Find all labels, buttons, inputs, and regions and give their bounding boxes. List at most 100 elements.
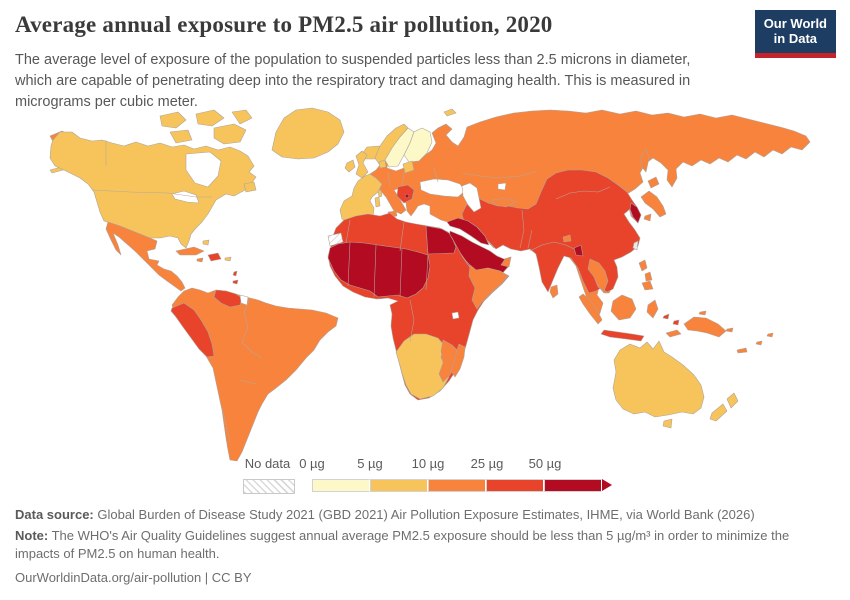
aral-sea — [497, 182, 507, 191]
region-western-sahara-no-data[interactable] — [327, 232, 344, 247]
region-arctic-islands[interactable] — [231, 109, 253, 125]
region-philippines[interactable] — [638, 259, 648, 272]
region-arctic-islands[interactable] — [169, 129, 193, 144]
region-madagascar[interactable] — [450, 343, 466, 378]
owid-logo[interactable]: Our World in Data — [754, 10, 836, 58]
region-baltics[interactable] — [402, 160, 415, 174]
region-svalbard[interactable] — [443, 108, 457, 117]
region-southern-africa[interactable] — [395, 333, 450, 400]
region-corsica[interactable] — [377, 189, 383, 198]
region-newfoundland[interactable] — [243, 181, 257, 193]
region-mozambique[interactable] — [438, 339, 460, 383]
legend-no-data-swatch[interactable] — [243, 479, 295, 494]
legend-band-50-plus[interactable] — [544, 479, 602, 492]
region-bismarck[interactable] — [698, 310, 707, 316]
legend-band-5-10[interactable] — [370, 479, 428, 492]
region-finland[interactable] — [403, 127, 433, 163]
region-moluccas[interactable] — [672, 319, 680, 326]
region-peru[interactable] — [170, 302, 215, 358]
source-link-line[interactable]: OurWorldinData.org/air-pollution | CC BY — [15, 569, 252, 585]
region-balkans[interactable] — [396, 184, 415, 204]
region-nepal-bhutan[interactable] — [562, 234, 572, 243]
data-source-line: Data source: Global Burden of Disease St… — [15, 506, 835, 524]
region-bahamas[interactable] — [202, 239, 210, 246]
note-line: Note: The WHO's Air Quality Guidelines s… — [15, 527, 835, 563]
region-japan[interactable] — [640, 190, 667, 218]
region-arctic-islands[interactable] — [213, 123, 247, 145]
page-title: Average annual exposure to PM2.5 air pol… — [15, 12, 553, 37]
legend-no-data-label: No data — [244, 456, 291, 471]
region-north-macedonia[interactable] — [404, 193, 410, 199]
region-taiwan[interactable] — [632, 240, 639, 251]
legend-arrow-tip — [602, 479, 612, 491]
region-java[interactable] — [600, 329, 645, 342]
region-timor[interactable] — [665, 329, 682, 338]
region-hispaniola[interactable] — [207, 252, 222, 262]
region-japan[interactable] — [643, 213, 652, 222]
caspian-sea — [461, 182, 482, 213]
region-philippines[interactable] — [641, 280, 654, 291]
region-arctic-islands[interactable] — [195, 109, 225, 127]
region-thailand-laos-cambodia[interactable] — [587, 258, 609, 292]
region-north-america[interactable] — [49, 131, 257, 249]
region-new-guinea[interactable] — [683, 316, 727, 338]
note-text: The WHO's Air Quality Guidelines suggest… — [15, 527, 790, 561]
region-bangladesh[interactable] — [573, 244, 584, 257]
region-arctic-islands[interactable] — [159, 111, 187, 129]
note-label: Note: — [15, 527, 49, 543]
region-fiji[interactable] — [766, 332, 774, 338]
legend-tick-4: 50 µg — [528, 456, 562, 471]
region-lesser-antilles[interactable] — [232, 270, 238, 277]
legend-band-0-5[interactable] — [312, 479, 370, 492]
region-jamaica[interactable] — [196, 257, 204, 263]
region-cuba[interactable] — [175, 246, 205, 256]
legend-band-10-25[interactable] — [428, 479, 486, 492]
region-denmark[interactable] — [378, 159, 387, 169]
chart-subtitle: The average level of exposure of the pop… — [15, 52, 691, 111]
region-new-zealand[interactable] — [726, 392, 739, 409]
region-new-zealand[interactable] — [709, 403, 728, 422]
country-border-lines — [91, 140, 611, 443]
legend-tick-0: 0 µg — [299, 456, 325, 471]
region-solomon-islands[interactable] — [725, 327, 734, 333]
region-trinidad[interactable] — [232, 279, 239, 285]
lake-victoria — [451, 311, 460, 320]
region-oman[interactable] — [500, 256, 512, 268]
region-australia[interactable] — [612, 340, 705, 418]
region-borneo[interactable] — [610, 294, 637, 321]
region-mexico-central-america[interactable] — [105, 221, 186, 292]
legend-band-25-50[interactable] — [486, 479, 544, 492]
region-philippines[interactable] — [644, 271, 653, 282]
region-iraq-syria[interactable] — [446, 217, 490, 246]
black-sea — [419, 178, 466, 198]
region-united-kingdom[interactable] — [355, 150, 369, 179]
region-sulawesi[interactable] — [646, 299, 659, 319]
region-sardinia[interactable] — [374, 196, 381, 208]
region-egypt[interactable] — [425, 225, 457, 255]
region-venezuela[interactable] — [213, 289, 243, 308]
region-somalia-horn[interactable] — [468, 264, 509, 310]
region-moluccas[interactable] — [662, 313, 670, 320]
legend-tick-1: 5 µg — [357, 456, 383, 471]
region-sakhalin[interactable] — [640, 148, 650, 173]
region-south-america[interactable] — [171, 287, 339, 462]
region-vanuatu[interactable] — [755, 340, 763, 346]
world-choropleth-map[interactable] — [0, 0, 850, 505]
region-greenland[interactable] — [271, 107, 345, 160]
region-new-caledonia[interactable] — [736, 347, 748, 354]
legend-color-bar[interactable] — [312, 479, 612, 492]
owid-logo-line2: in Data — [773, 30, 818, 46]
chart-footer: Data source: Global Burden of Disease St… — [15, 506, 835, 587]
map-regions — [49, 107, 811, 462]
region-sumatra[interactable] — [578, 293, 603, 325]
region-uzbekistan[interactable] — [491, 197, 517, 208]
region-japan[interactable] — [647, 176, 660, 189]
region-korea[interactable] — [629, 202, 642, 224]
region-ireland[interactable] — [344, 159, 356, 173]
region-puerto-rico[interactable] — [224, 256, 232, 262]
legend-tick-3: 25 µg — [470, 456, 504, 471]
region-tasmania[interactable] — [662, 418, 673, 429]
region-sahel-west-africa[interactable] — [327, 241, 431, 299]
region-sri-lanka[interactable] — [549, 284, 559, 299]
